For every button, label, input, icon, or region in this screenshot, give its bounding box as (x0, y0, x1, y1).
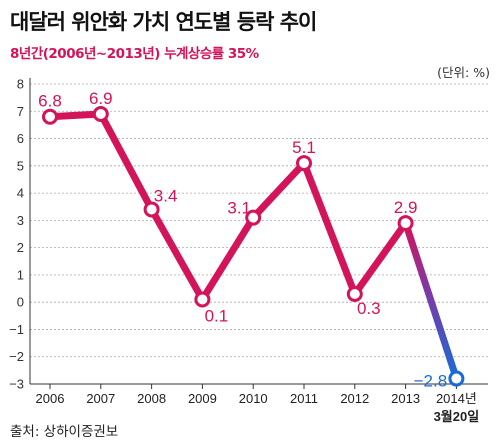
chart-title: 대달러 위안화 가치 연도별 등락 추이 (10, 10, 317, 34)
x-tick-label: 2008 (137, 391, 166, 406)
source-note: 출처: 상하이증권보 (10, 424, 119, 440)
y-tick-label: 1 (17, 267, 24, 282)
data-labels: 6.8 6.9 3.4 0.1 3.1 5.1 0.3 2.9 −2.8 (38, 89, 447, 391)
x-tick-label: 2011 (290, 391, 318, 406)
data-label: 0.1 (205, 306, 229, 325)
y-tick-label: 7 (17, 104, 24, 119)
data-point (194, 291, 211, 308)
data-label: −2.8 (414, 372, 448, 391)
series-line-main (46, 110, 410, 303)
data-point (245, 209, 262, 226)
data-point (143, 201, 160, 218)
axes: 8 7 6 5 4 3 2 1 0 −1 −2 −3 2006 2007 2008 2009 2010 2011 2… (9, 77, 488, 424)
x-tick-label: 2007 (86, 391, 115, 406)
data-point (397, 215, 414, 232)
data-points (42, 106, 465, 387)
y-tick-label: −3 (9, 377, 24, 392)
x-tick-label: 2009 (188, 391, 217, 406)
data-label: 5.1 (292, 138, 316, 157)
data-point (42, 108, 58, 125)
data-point (346, 286, 363, 302)
y-tick-label: −2 (9, 349, 24, 364)
x-tick-label: 2010 (239, 391, 268, 406)
y-tick-label: −1 (9, 322, 24, 337)
data-label: 6.8 (38, 92, 62, 111)
y-tick-label: 4 (17, 186, 24, 201)
data-point (448, 370, 465, 387)
y-tick-label: 2 (17, 240, 24, 255)
y-tick-label: 0 (17, 295, 24, 310)
y-tick-label: 8 (17, 77, 24, 92)
x-tick-label: 2012 (340, 391, 369, 406)
data-label: 3.1 (227, 199, 251, 218)
y-tick-label: 6 (17, 131, 24, 146)
data-label: 3.4 (154, 186, 178, 205)
x-tick-sublabel: 3월20일 (434, 409, 480, 424)
series-line-2014 (402, 219, 460, 383)
data-point (296, 155, 312, 172)
unit-label: (단위: %) (437, 65, 490, 80)
data-label: 0.3 (357, 299, 381, 318)
data-label: 6.9 (89, 89, 113, 108)
data-point (92, 106, 109, 122)
x-tick-label: 2013 (391, 391, 420, 406)
data-label: 2.9 (394, 198, 418, 217)
x-tick-label: 2006 (36, 391, 65, 406)
chart-subtitle: 8년간(2006년~2013년) 누계상승률 35% (10, 46, 259, 62)
x-tick-label: 2014년 (436, 391, 477, 406)
y-tick-label: 3 (17, 213, 24, 228)
y-tick-label: 5 (17, 158, 24, 173)
series-line (46, 110, 460, 383)
